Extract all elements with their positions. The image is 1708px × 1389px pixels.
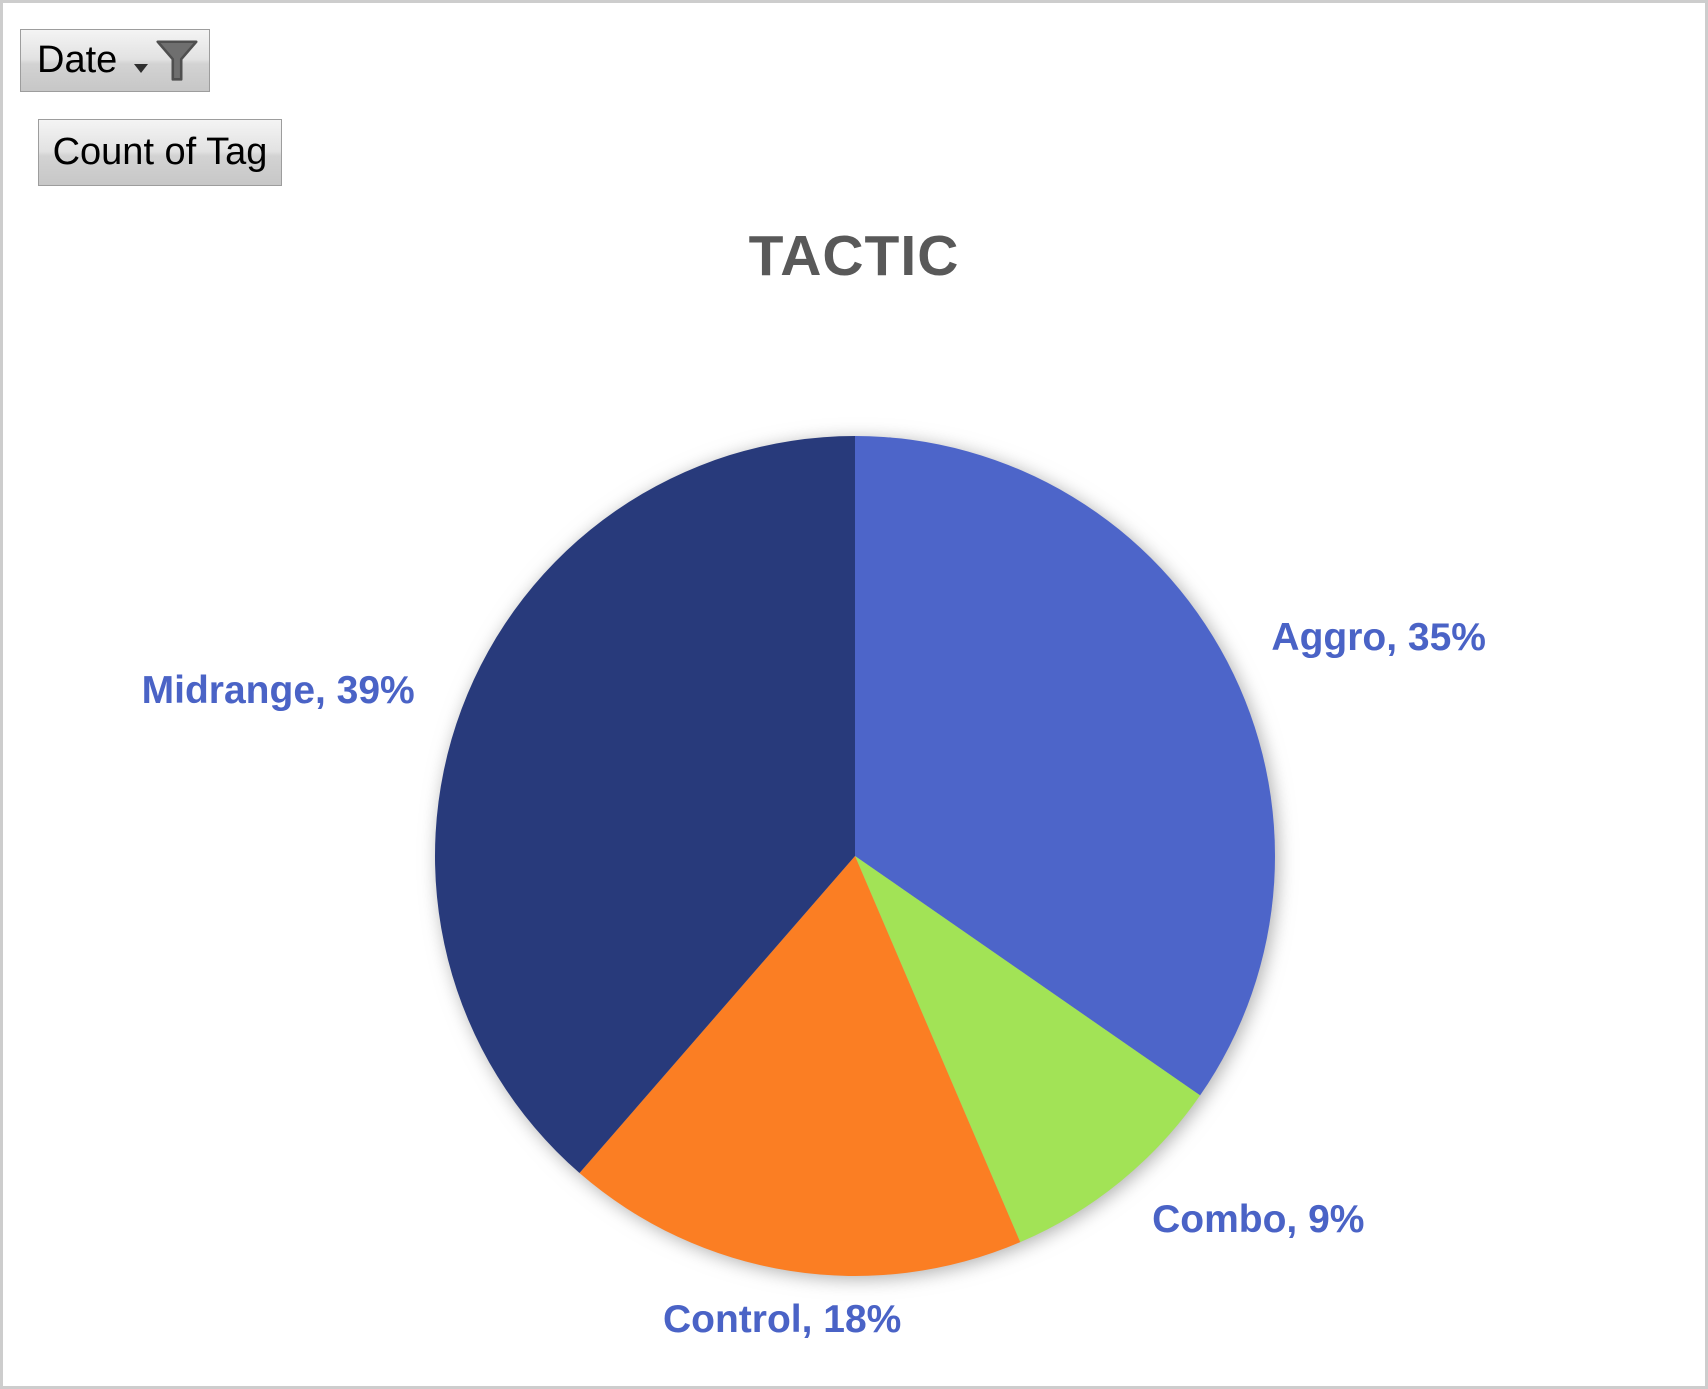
pie-slice-midrange[interactable]: [434, 436, 855, 1174]
pie-slices-group: [434, 436, 1275, 1277]
date-filter-button[interactable]: Date: [20, 29, 210, 92]
count-of-tag-label: Count of Tag: [52, 131, 268, 173]
pie-label-combo[interactable]: Combo, 9%: [1152, 1198, 1365, 1242]
pie-label-aggro[interactable]: Aggro, 35%: [1271, 616, 1486, 660]
pie-slice-aggro[interactable]: [855, 436, 1275, 1096]
pie-label-control[interactable]: Control, 18%: [663, 1298, 902, 1342]
chevron-down-icon: [134, 64, 148, 73]
count-of-tag-button[interactable]: Count of Tag: [38, 119, 282, 186]
date-filter-label: Date: [37, 39, 118, 81]
pie-chart: [434, 436, 1275, 1277]
chart-title[interactable]: TACTIC: [748, 224, 960, 288]
pie-slice-combo[interactable]: [855, 856, 1201, 1243]
pie-label-midrange[interactable]: Midrange, 39%: [141, 669, 415, 713]
pie-slice-control[interactable]: [579, 856, 1021, 1277]
filter-funnel-icon: [156, 39, 198, 81]
